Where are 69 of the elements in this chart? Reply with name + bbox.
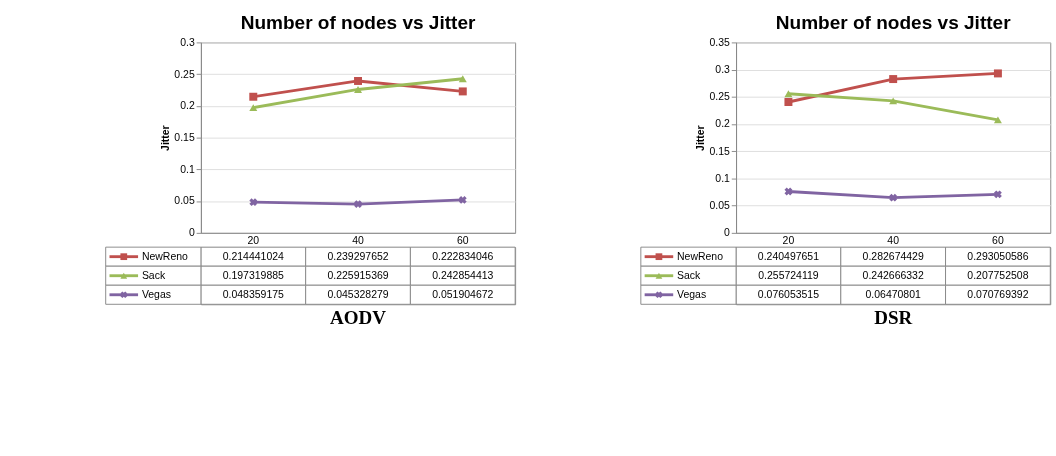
y-tick-label: 0.3 (180, 36, 195, 48)
point (249, 92, 258, 101)
y-tick-label: 0.15 (709, 145, 731, 157)
data-label: 0.240497651 (757, 250, 820, 262)
data-label: 0.282674429 (862, 250, 924, 262)
legend-label: NewReno (677, 250, 724, 262)
point (458, 87, 467, 96)
data-label: 0.048359175 (222, 288, 285, 300)
y-tick-label: 0.35 (709, 36, 731, 48)
x-tick-label: 20 (782, 234, 795, 246)
text: AODV (330, 306, 387, 328)
point (993, 69, 1002, 78)
data-label: 0.255724119 (758, 269, 819, 281)
data-label: 0.06470801 (865, 288, 921, 300)
legend-label: Vegas (141, 288, 171, 300)
data-label: 0.293050586 (967, 250, 1029, 262)
y-tick-label: 0.05 (174, 195, 195, 207)
y-tick-label: 0.05 (709, 200, 731, 211)
point (889, 75, 898, 84)
y-tick-label: 0.25 (709, 91, 731, 103)
y-tick-label: 0 (188, 227, 195, 239)
point (784, 90, 793, 98)
point (354, 200, 362, 209)
x-tick-label: 60 (992, 234, 1004, 246)
data-label: 0.207752508 (967, 269, 1029, 281)
data-label: 0.239297652 (327, 250, 389, 262)
text: DSR (874, 306, 913, 328)
point (784, 98, 793, 106)
data-label: 0.051904672 (432, 288, 494, 300)
y-tick-label: 0.2 (180, 100, 195, 112)
y-tick-label: 0 (724, 227, 731, 239)
legend-label: Sack (141, 269, 166, 281)
point (458, 195, 467, 204)
point (354, 76, 363, 85)
y-tick-label: 0.1 (180, 163, 195, 175)
y-tick-label: 0.3 (715, 63, 731, 75)
data-label: 0.214441024 (222, 250, 285, 262)
y-tick-label: 0.25 (174, 68, 195, 80)
point (249, 198, 258, 207)
point (993, 116, 1002, 124)
y-tick-label: 0.2 (715, 118, 731, 130)
point (993, 190, 1002, 199)
x-tick-label: 60 (456, 234, 469, 246)
x-tick-label: 20 (247, 234, 260, 246)
point (889, 97, 898, 105)
legend-label: Vegas (677, 288, 707, 300)
x-tick-label: 40 (887, 234, 900, 246)
y-tick-label: 0.15 (174, 131, 195, 143)
point (249, 104, 258, 112)
y-axis-title: Jitter (159, 125, 171, 151)
data-label: 0.222834046 (432, 250, 494, 262)
legend-label: NewReno (141, 250, 189, 262)
point (354, 86, 363, 93)
chart-title: Number of nodes vs Jitter (240, 12, 476, 34)
point (458, 75, 467, 83)
point (889, 193, 898, 202)
data-label: 0.076053515 (757, 288, 820, 300)
data-label: 0.070769392 (967, 288, 1029, 300)
data-label: 0.225915369 (327, 269, 389, 281)
data-label: 0.242666332 (862, 269, 924, 281)
y-axis-title: Jitter (694, 125, 706, 151)
data-label: 0.242854413 (432, 269, 494, 281)
legend-label: Sack (677, 269, 702, 281)
point (784, 187, 793, 196)
data-label: 0.045328279 (327, 288, 389, 300)
chart-title: Number of nodes vs Jitter (775, 12, 1012, 34)
x-tick-label: 40 (352, 234, 365, 246)
data-label: 0.197319885 (222, 269, 285, 281)
y-tick-label: 0.1 (715, 172, 731, 184)
